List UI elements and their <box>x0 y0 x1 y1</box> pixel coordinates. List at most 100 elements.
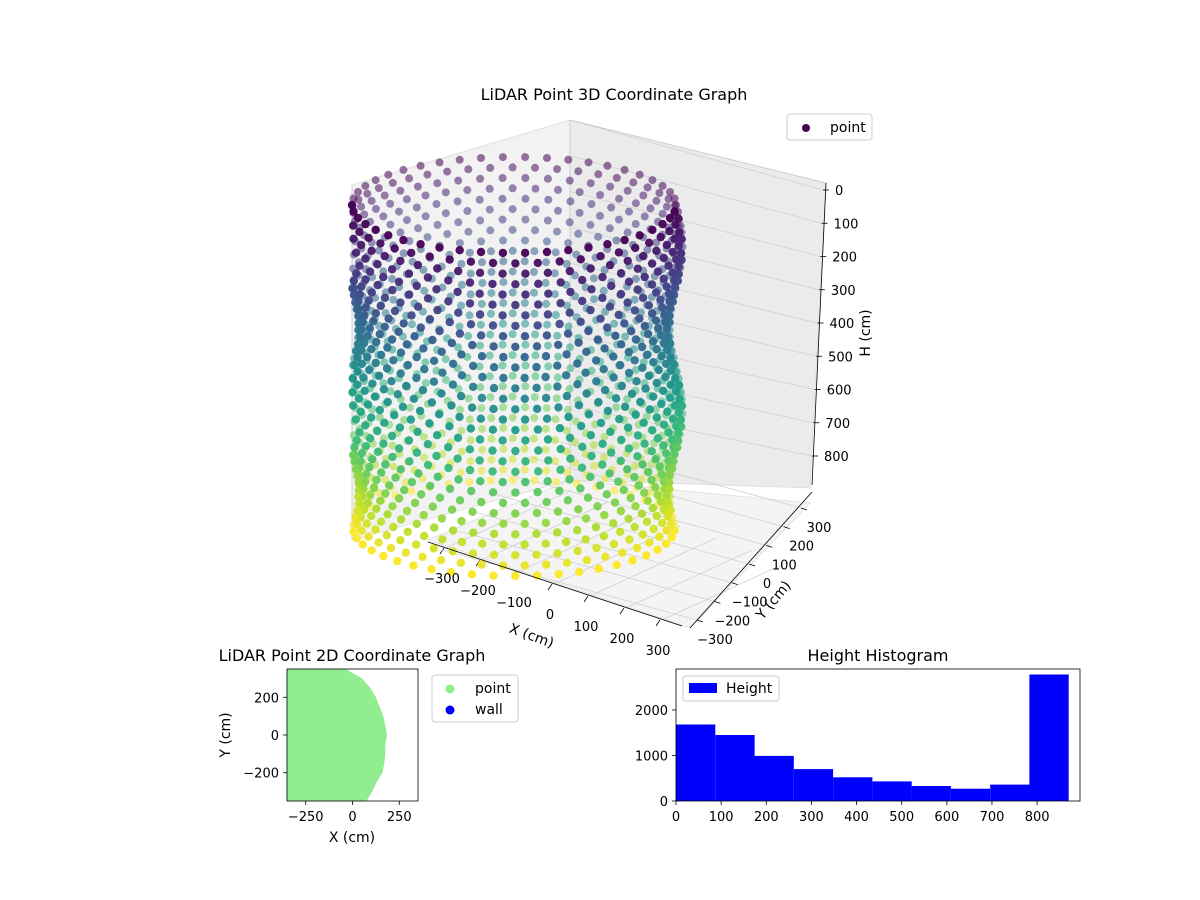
scatter3d-point <box>674 269 683 279</box>
scatter3d-point <box>349 290 359 300</box>
scatter3d-point <box>532 508 542 518</box>
scatter3d-point <box>541 372 550 382</box>
scatter3d-point <box>444 297 453 306</box>
scatter3d-point <box>465 278 475 287</box>
scatter3d-point <box>476 414 486 423</box>
scatter3d-point <box>651 405 660 414</box>
scatter3d-point <box>566 343 574 352</box>
scatter3d-point <box>464 394 473 403</box>
scatter3d-point <box>603 161 612 170</box>
scatter3d-point <box>379 379 388 388</box>
scatter3d-point <box>554 185 562 194</box>
scatter3d-point <box>574 338 583 347</box>
scatter3d-point <box>420 531 429 541</box>
scatter3d-point <box>441 355 450 364</box>
scatter3d-point <box>611 331 620 340</box>
scatter3d-point <box>532 342 542 351</box>
scatter3d-point <box>394 277 404 286</box>
scatter3d-point <box>498 332 508 341</box>
scatter3d-point <box>487 414 496 422</box>
scatter3d-point <box>587 285 596 294</box>
scatter3d-z-axis <box>811 182 827 486</box>
scatter3d-point <box>357 202 366 211</box>
scatter3d-point <box>639 191 648 200</box>
scatter3d-point <box>542 466 551 475</box>
scatter3d-point <box>453 433 463 442</box>
scatter3d-point <box>420 365 429 374</box>
scatter3d-point <box>402 506 412 516</box>
scatter3d-point <box>467 570 477 579</box>
scatter3d-point <box>373 260 382 269</box>
scatter3d-point <box>665 303 675 313</box>
scatter3d-point <box>637 509 647 518</box>
scatter3d-point <box>453 287 462 297</box>
scatter3d-point <box>544 289 553 298</box>
scatter3d-point <box>433 305 442 315</box>
scatter3d-point <box>416 323 425 332</box>
scatter3d-point <box>530 455 538 464</box>
scatter3d-point <box>617 340 626 349</box>
histogram-x-tick-label: 700 <box>980 810 1005 825</box>
scatter3d-point <box>616 456 625 465</box>
scatter3d-point <box>666 380 675 389</box>
scatter3d-y-tick <box>800 507 808 511</box>
scatter3d-point <box>624 368 634 378</box>
scatter3d-point <box>348 401 358 410</box>
scatter3d-point <box>351 298 360 307</box>
scatter3d-point <box>487 247 495 256</box>
scatter3d-point <box>555 486 564 495</box>
scatter3d-point <box>600 432 609 441</box>
scatter3d-point <box>520 465 529 474</box>
scatter3d-point <box>673 276 683 285</box>
scatter3d-point <box>633 431 643 440</box>
scatter3d-point <box>352 519 362 529</box>
scatter3d-point <box>607 203 616 212</box>
scatter3d-point <box>614 248 624 257</box>
scatter3d-point <box>670 401 680 410</box>
scatter3d-point <box>387 377 396 386</box>
scatter3d-point <box>565 475 574 484</box>
scatter3d-point <box>454 343 462 352</box>
scatter3d-point <box>379 551 388 561</box>
scatter3d-point <box>664 499 673 508</box>
scatter3d-point <box>348 284 357 293</box>
scatter3d-point <box>445 255 454 264</box>
scatter3d-point <box>511 509 520 518</box>
scatter3d-point <box>457 301 466 310</box>
scatter3d-point <box>609 519 618 528</box>
scatter3d-legend-marker <box>802 124 810 132</box>
scatter3d-point <box>354 478 363 487</box>
scatter3d-point <box>441 209 450 218</box>
scatter3d-point <box>649 358 658 367</box>
scatter3d-point <box>372 504 381 513</box>
scatter3d-point <box>544 341 552 350</box>
scatter3d-point <box>432 200 441 209</box>
scatter3d-point <box>355 227 364 237</box>
scatter3d-point <box>543 477 552 486</box>
scatter3d-point <box>553 361 562 370</box>
scatter3d-point <box>465 477 474 486</box>
scatter3d-point <box>477 299 486 308</box>
scatter3d-point <box>425 252 434 261</box>
scatter3d-point <box>676 249 686 258</box>
scatter3d-point <box>466 424 475 433</box>
scatter3d-point <box>423 294 433 303</box>
scatter3d-y-tick <box>696 619 704 623</box>
scatter3d-point <box>511 384 520 393</box>
scatter3d-point <box>475 456 484 465</box>
scatter3d-point <box>620 319 629 328</box>
histogram-x-tick-label: 800 <box>1025 810 1050 825</box>
scatter3d-point <box>589 274 598 283</box>
scatter3d-point <box>520 415 530 424</box>
scatter3d-point <box>445 422 454 431</box>
scatter3d-point <box>498 382 507 391</box>
scatter3d-point <box>511 467 520 476</box>
scatter3d-point <box>381 489 390 498</box>
scatter3d-point <box>423 440 432 449</box>
scatter3d-point <box>353 353 362 362</box>
scatter3d-point <box>418 385 428 395</box>
scatter3d-point <box>396 348 406 357</box>
scatter3d-point <box>498 174 507 182</box>
scatter3d-point <box>511 342 520 351</box>
scatter3d-point <box>511 405 520 414</box>
